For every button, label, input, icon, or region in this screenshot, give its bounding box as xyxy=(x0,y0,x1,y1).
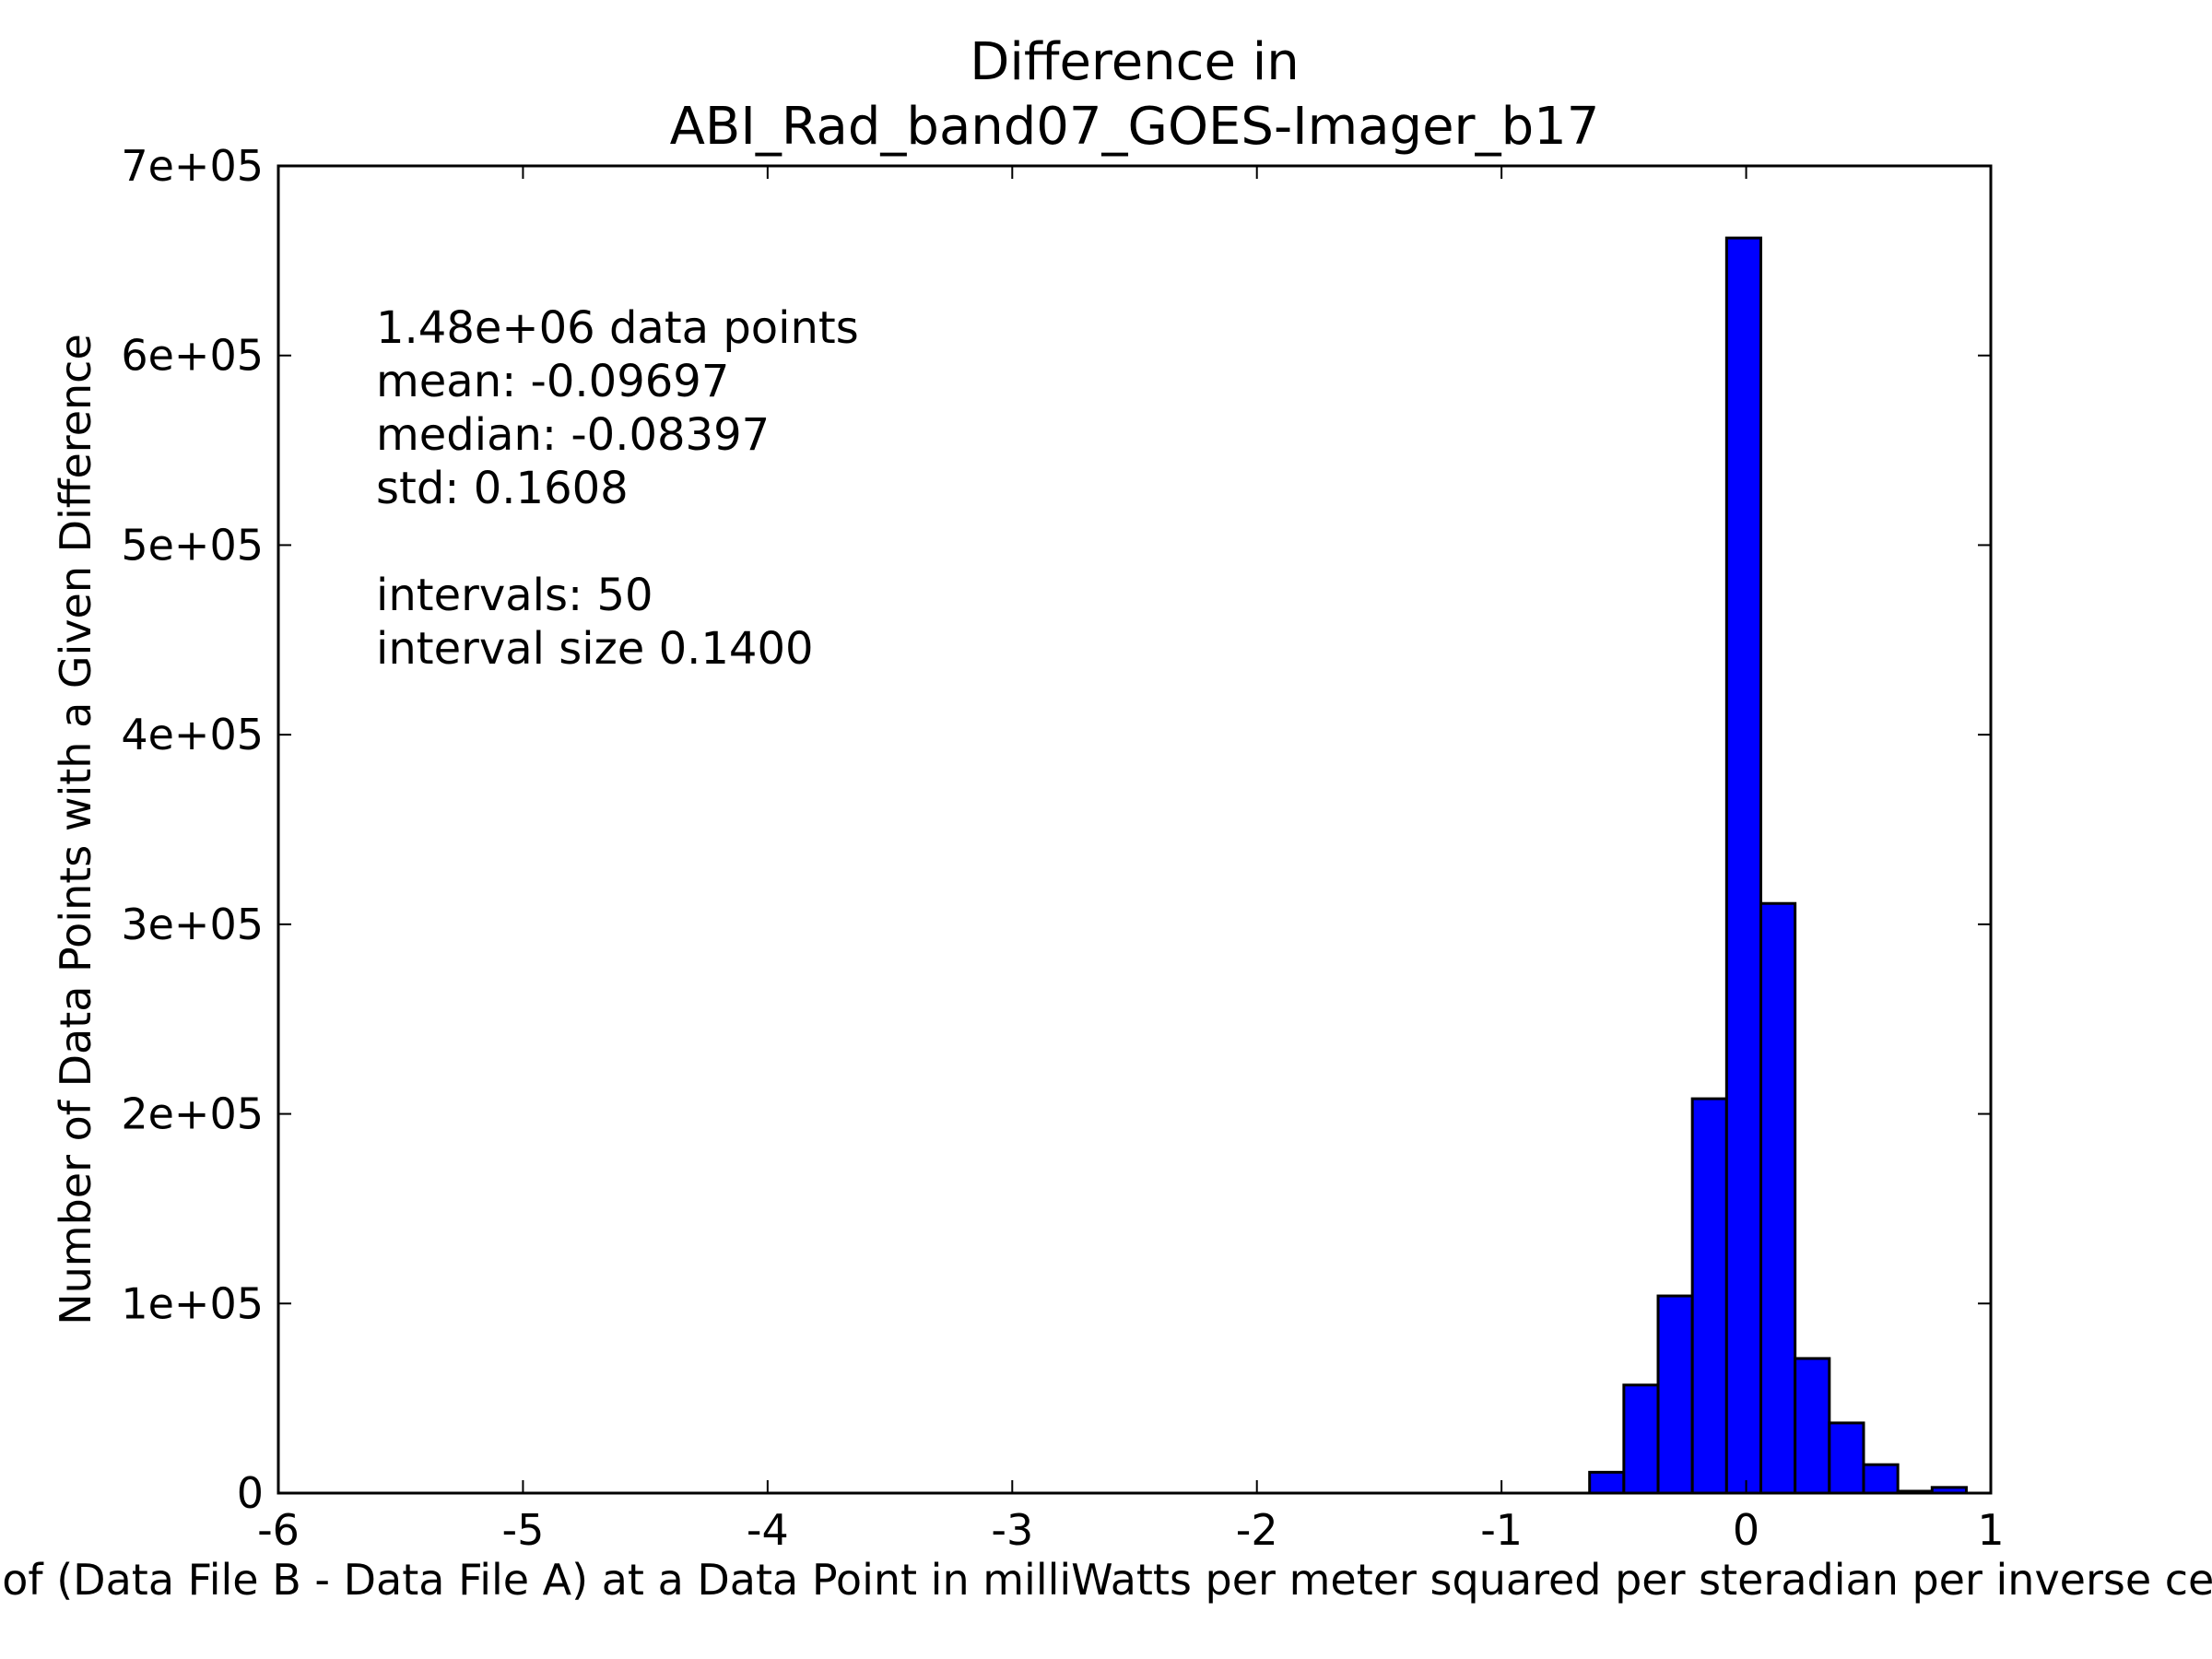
chart-title-line-1: Difference in xyxy=(970,32,1300,92)
histogram-bar xyxy=(1622,1383,1660,1495)
x-tick-label: -3 xyxy=(991,1505,1033,1555)
chart-title: Difference in ABI_Rad_band07_GOES-Imager… xyxy=(670,32,1600,157)
plot-frame xyxy=(276,164,1993,1495)
x-axis-label: Value of (Data File B - Data File A) at … xyxy=(0,1555,2212,1605)
x-tick-label: -6 xyxy=(257,1505,300,1555)
histogram-bar xyxy=(1862,1463,1900,1495)
histogram-bar xyxy=(1656,1294,1694,1495)
x-tick-label: 0 xyxy=(1733,1505,1759,1555)
x-tick-label: -4 xyxy=(747,1505,789,1555)
stats-line: mean: -0.09697 xyxy=(376,356,729,407)
x-tick-label: -5 xyxy=(501,1505,544,1555)
histogram-bar xyxy=(1690,1097,1728,1495)
y-tick-label: 1e+05 xyxy=(121,1278,264,1328)
histogram-bar xyxy=(1588,1470,1626,1495)
stats-line: interval size 0.1400 xyxy=(376,623,814,675)
histogram-bar xyxy=(1794,1357,1831,1495)
y-axis-label: Number of Data Points with a Given Diffe… xyxy=(51,334,100,1325)
axis-ticks xyxy=(277,165,1992,1494)
y-tick-label: 2e+05 xyxy=(121,1089,264,1139)
stats-line: intervals: 50 xyxy=(376,570,653,621)
histogram-bars xyxy=(1588,236,1968,1495)
y-tick-label: 0 xyxy=(237,1468,264,1518)
stats-line: median: -0.08397 xyxy=(376,409,770,461)
y-tick-label: 3e+05 xyxy=(121,900,264,949)
x-tick-label: -2 xyxy=(1236,1505,1278,1555)
stats-line: 1.48e+06 data points xyxy=(376,302,859,354)
y-tick-label: 7e+05 xyxy=(121,141,264,191)
histogram-bar xyxy=(1759,901,1797,1495)
x-tick-label: 1 xyxy=(1977,1505,2004,1555)
y-axis-tick-labels: 0 1e+05 2e+05 3e+05 4e+05 5e+05 6e+05 7e+05 xyxy=(121,141,264,1518)
histogram-bar xyxy=(1724,236,1762,1495)
histogram-bar xyxy=(1828,1421,1865,1495)
y-tick-label: 5e+05 xyxy=(121,520,264,570)
y-tick-label: 4e+05 xyxy=(121,710,264,759)
x-tick-label: -1 xyxy=(1480,1505,1523,1555)
x-axis-tick-labels: -6 -5 -4 -3 -2 -1 0 1 xyxy=(257,1505,2005,1555)
y-tick-label: 6e+05 xyxy=(121,331,264,381)
stats-line: std: 0.1608 xyxy=(376,463,629,514)
chart-title-line-2: ABI_Rad_band07_GOES-Imager_b17 xyxy=(670,97,1600,157)
